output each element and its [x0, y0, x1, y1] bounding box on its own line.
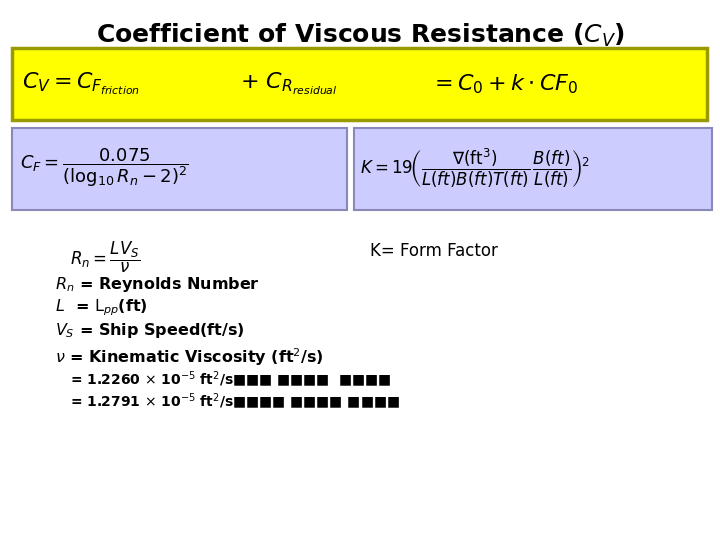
Text: $V_S$ = Ship Speed(ft/s): $V_S$ = Ship Speed(ft/s) [55, 321, 245, 341]
Text: $C_V = C_{F_{friction}}$: $C_V = C_{F_{friction}}$ [22, 71, 140, 97]
Text: $K = 19\!\left(\dfrac{\nabla(\mathrm{ft}^3)}{L(ft)B(ft)T(ft)}\,\dfrac{B(ft)}{L(f: $K = 19\!\left(\dfrac{\nabla(\mathrm{ft}… [360, 146, 590, 190]
Text: $C_F = \dfrac{0.075}{(\log_{10} R_n - 2)^2}$: $C_F = \dfrac{0.075}{(\log_{10} R_n - 2)… [20, 147, 189, 190]
Text: $L$  = $\mathrm{L}_{pp}$(ft): $L$ = $\mathrm{L}_{pp}$(ft) [55, 298, 148, 318]
Bar [354, 128, 712, 210]
Text: = 1.2791 $\times$ 10$^{-5}$ ft$^2$/s$\blacksquare\blacksquare\blacksquare\blacks: = 1.2791 $\times$ 10$^{-5}$ ft$^2$/s$\bl… [70, 392, 400, 412]
Text: = 1.2260 $\times$ 10$^{-5}$ ft$^2$/s$\blacksquare\blacksquare\blacksquare$ $\bla: = 1.2260 $\times$ 10$^{-5}$ ft$^2$/s$\bl… [70, 370, 392, 390]
Text: $R_n = \dfrac{LV_S}{\nu}$: $R_n = \dfrac{LV_S}{\nu}$ [70, 240, 140, 275]
Text: K= Form Factor: K= Form Factor [370, 242, 498, 260]
Text: $+ \ C_{R_{residual}}$: $+ \ C_{R_{residual}}$ [240, 71, 338, 97]
Bar [12, 48, 707, 120]
Bar [12, 128, 347, 210]
Text: Coefficient of Viscous Resistance ($C_V$): Coefficient of Viscous Resistance ($C_V$… [96, 22, 624, 49]
Text: $R_n$ = Reynolds Number: $R_n$ = Reynolds Number [55, 275, 260, 294]
Text: $\nu$ = Kinematic Viscosity (ft$^2$/s): $\nu$ = Kinematic Viscosity (ft$^2$/s) [55, 346, 324, 368]
Text: $= C_0 + k \cdot CF_0$: $= C_0 + k \cdot CF_0$ [430, 72, 578, 96]
